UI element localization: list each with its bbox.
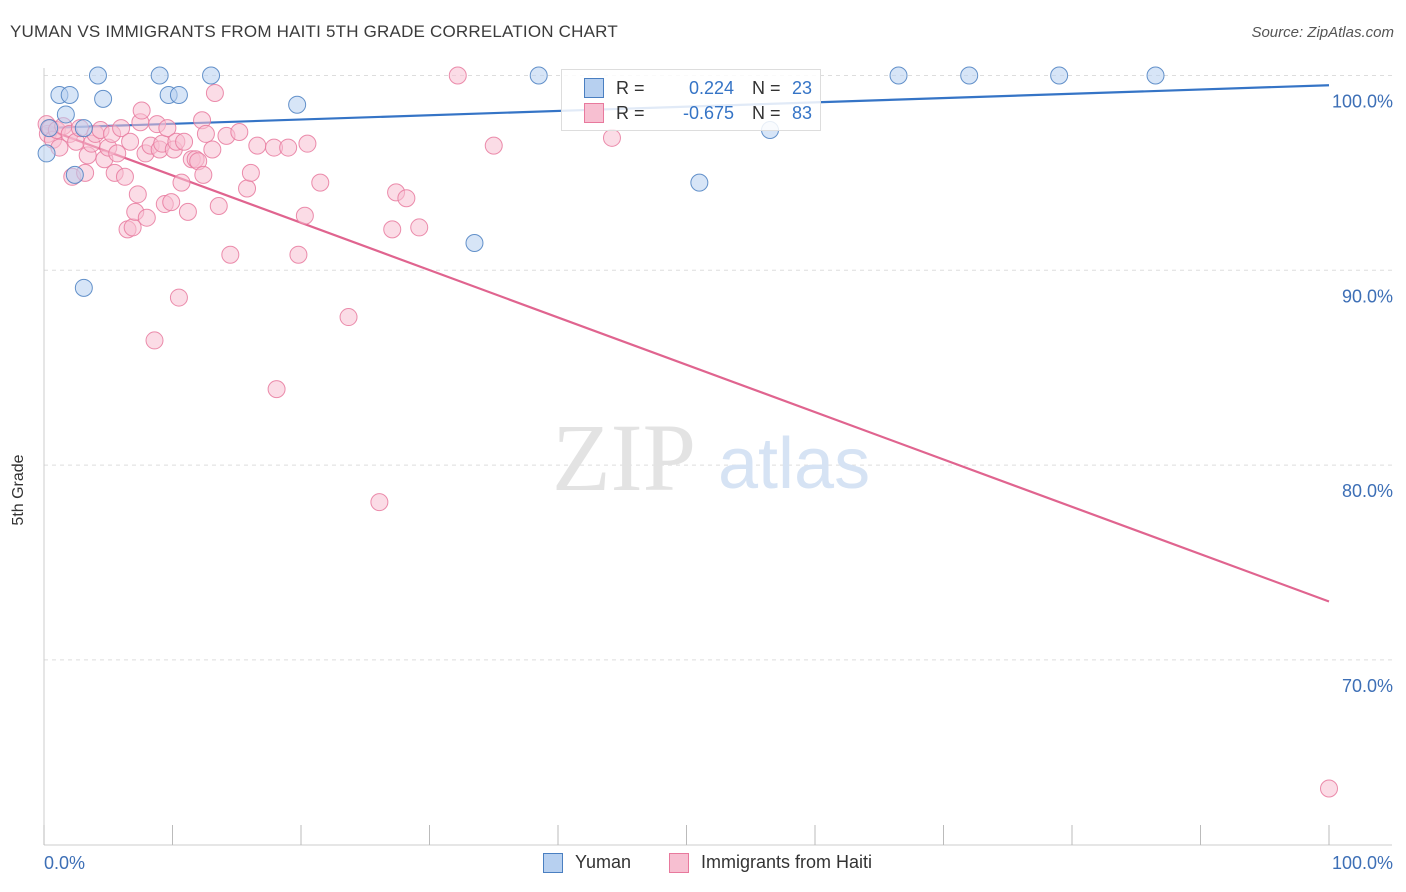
axes <box>43 68 1392 846</box>
y-axis-label: 5th Grade <box>10 454 27 526</box>
haiti-point <box>172 173 191 192</box>
haiti-point <box>602 128 621 147</box>
haiti-point <box>137 208 156 227</box>
haiti-point <box>123 218 142 237</box>
haiti-point <box>194 165 213 184</box>
haiti-point <box>383 220 402 239</box>
haiti-point <box>169 288 188 307</box>
legend-swatch-yuman <box>584 78 604 98</box>
series-swatch-haiti <box>669 852 689 873</box>
yuman-point <box>65 165 84 184</box>
series-label-yuman: Yuman <box>575 852 632 872</box>
trend-lines <box>43 84 1330 603</box>
yuman-point <box>150 66 169 85</box>
yuman-point <box>37 144 56 163</box>
haiti-point <box>448 66 467 85</box>
haiti-point <box>248 136 267 155</box>
haiti-point <box>178 202 197 221</box>
legend-r-value: 0.224 <box>688 77 734 98</box>
series-legend-yuman[interactable]: Yuman <box>543 852 631 873</box>
haiti-point <box>158 119 177 138</box>
yuman-point <box>690 173 709 192</box>
haiti-point <box>132 101 151 120</box>
legend-n-label: N = <box>752 77 781 98</box>
haiti-point <box>484 136 503 155</box>
yuman-points <box>37 66 1165 297</box>
haiti-point <box>115 167 134 186</box>
haiti-point <box>221 245 240 264</box>
haiti-point <box>238 179 257 198</box>
y-tick-label: 70.0% <box>1342 676 1393 696</box>
yuman-point <box>1050 66 1069 85</box>
x-tick-label: 100.0% <box>1332 853 1393 873</box>
haiti-point <box>128 185 147 204</box>
tick-labels: 100.0% 90.0% 80.0% 70.0% 0.0% 100.0% <box>44 91 1393 873</box>
haiti-point <box>145 331 164 350</box>
haiti-point <box>209 197 228 216</box>
haiti-point <box>112 119 131 138</box>
legend-row-haiti: R = -0.675 N = 83 <box>584 101 822 125</box>
haiti-point <box>295 206 314 225</box>
haiti-point <box>370 493 389 512</box>
haiti-point <box>230 122 249 141</box>
haiti-point <box>196 124 215 143</box>
haiti-point <box>279 138 298 157</box>
legend-r-label: R = <box>616 77 645 98</box>
series-swatch-yuman <box>543 852 563 873</box>
series-legend-haiti[interactable]: Immigrants from Haiti <box>669 852 872 873</box>
haiti-point <box>298 134 317 153</box>
watermark-atlas: atlas <box>718 424 870 504</box>
y-tick-label: 80.0% <box>1342 481 1393 501</box>
yuman-point <box>288 95 307 114</box>
legend-r-label: R = <box>616 102 645 123</box>
yuman-point <box>60 85 79 104</box>
yuman-point <box>169 85 188 104</box>
legend-r-value: -0.675 <box>682 102 734 123</box>
legend-n-label: N = <box>752 102 781 123</box>
gridlines <box>44 74 1392 661</box>
chart-title: YUMAN VS IMMIGRANTS FROM HAITI 5TH GRADE… <box>10 22 618 41</box>
series-label-haiti: Immigrants from Haiti <box>701 852 873 872</box>
yuman-point <box>74 278 93 297</box>
haiti-point <box>203 140 222 159</box>
haiti-point <box>339 308 358 327</box>
series-legend: Yuman Immigrants from Haiti <box>0 852 1406 876</box>
haiti-point <box>241 163 260 182</box>
yuman-point <box>889 66 908 85</box>
yuman-point <box>88 66 107 85</box>
haiti-point <box>205 84 224 103</box>
yuman-point <box>465 234 484 253</box>
yuman-point <box>529 66 548 85</box>
watermark-zip: ZIP <box>552 404 696 511</box>
yuman-point <box>94 89 113 108</box>
haiti-point <box>397 189 416 208</box>
yuman-point <box>56 105 75 124</box>
y-tick-label: 90.0% <box>1342 286 1393 306</box>
haiti-point <box>162 193 181 212</box>
yuman-point <box>40 119 59 138</box>
x-tick-label: 0.0% <box>44 853 85 873</box>
legend-row-yuman: R = 0.224 N = 23 <box>584 76 822 100</box>
haiti-point <box>1320 779 1338 798</box>
haiti-point <box>267 380 286 399</box>
legend-n-value: 23 <box>792 77 813 98</box>
haiti-point <box>311 173 330 192</box>
haiti-point <box>175 132 194 151</box>
yuman-point <box>74 119 93 138</box>
source-note: Source: ZipAtlas.com <box>1251 24 1394 41</box>
yuman-point <box>1146 66 1165 85</box>
haiti-point <box>121 132 140 151</box>
haiti-trend-line <box>43 127 1330 603</box>
haiti-point <box>108 144 127 163</box>
legend-swatch-haiti <box>584 103 604 123</box>
haiti-point <box>410 218 429 237</box>
y-tick-label: 100.0% <box>1332 91 1393 111</box>
watermark: ZIP atlas <box>552 404 870 511</box>
legend-n-value: 83 <box>792 102 813 123</box>
stats-legend: R = 0.224 N = 23 R = -0.675 N = 83 <box>561 69 821 131</box>
yuman-point <box>960 66 979 85</box>
yuman-point <box>202 66 221 85</box>
haiti-point <box>289 245 308 264</box>
